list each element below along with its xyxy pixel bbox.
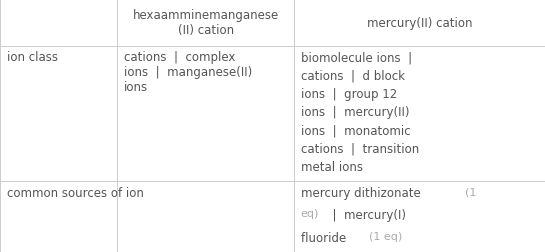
Text: (1: (1	[465, 186, 476, 197]
Text: metal ions: metal ions	[301, 160, 363, 173]
Text: mercury dithizonate: mercury dithizonate	[301, 186, 428, 199]
Text: ion class: ion class	[7, 51, 58, 64]
Text: biomolecule ions  |: biomolecule ions |	[301, 51, 412, 64]
Text: ions  |  monatomic: ions | monatomic	[301, 124, 410, 137]
Text: cations  |  complex
ions  |  manganese(II)
ions: cations | complex ions | manganese(II) i…	[124, 51, 252, 94]
Text: ions  |  mercury(II): ions | mercury(II)	[301, 106, 409, 118]
Text: common sources of ion: common sources of ion	[7, 186, 143, 199]
Text: cations  |  transition: cations | transition	[301, 142, 419, 155]
Text: |  mercury(I): | mercury(I)	[325, 209, 405, 222]
Text: eq): eq)	[301, 209, 319, 219]
Text: mercury(II) cation: mercury(II) cation	[367, 17, 473, 30]
Text: (1 eq): (1 eq)	[369, 231, 402, 241]
Text: ions  |  group 12: ions | group 12	[301, 87, 397, 100]
Text: fluoride: fluoride	[301, 231, 354, 244]
Text: hexaamminemanganese
(II) cation: hexaamminemanganese (II) cation	[132, 9, 279, 37]
Text: cations  |  d block: cations | d block	[301, 69, 405, 82]
